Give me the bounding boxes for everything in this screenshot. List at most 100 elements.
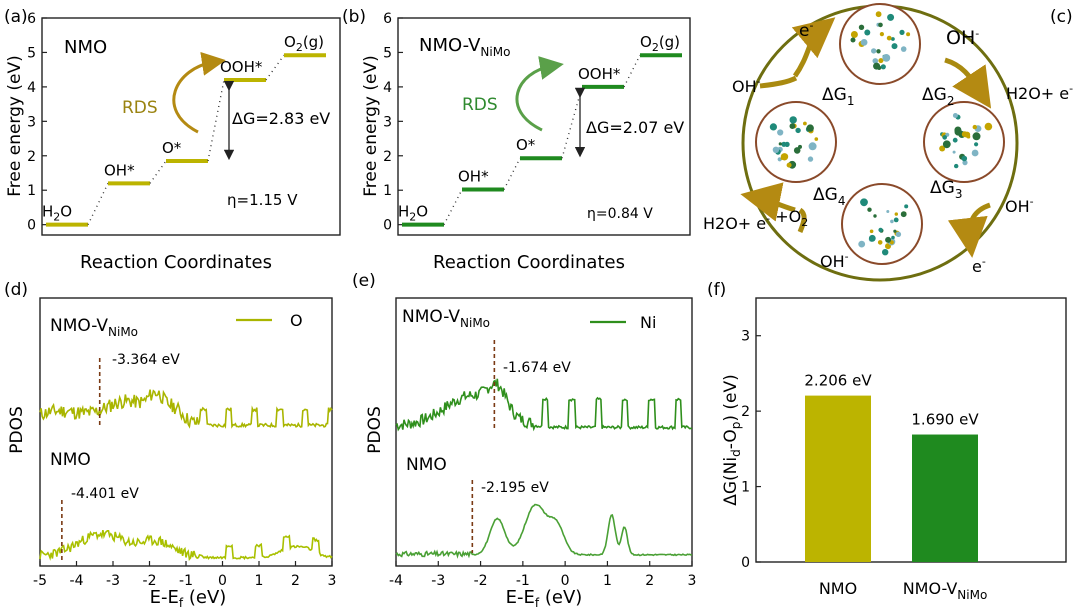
panel-b: (b) 0 1 2 3 4 5 6 Free energy (eV) Reaction Co…	[342, 7, 691, 273]
panel-e-center-2-label: -2.195 eV	[481, 480, 549, 496]
panel-b-rds: RDS	[462, 95, 498, 115]
a-ytick-label: 1	[27, 183, 36, 199]
f-ytick-label: 3	[741, 329, 750, 345]
scheme-atom	[882, 54, 891, 62]
b-level-label-4: OOH*	[578, 65, 621, 83]
scheme-atom	[904, 204, 909, 209]
scheme-arrow-bottom-left-in	[797, 207, 807, 233]
scheme-atom	[893, 229, 897, 233]
panel-d-legend: O	[290, 311, 303, 330]
panel-d-ylabel: PDOS	[7, 406, 27, 454]
a-connector	[265, 54, 285, 81]
panel-b-label: (b)	[342, 7, 366, 27]
scheme-atom	[954, 163, 959, 169]
a-ytick-label: 5	[27, 45, 36, 61]
e-xtick-label: 1	[603, 573, 612, 589]
d-xtick-label: -1	[179, 573, 193, 589]
a-ytick-label: 0	[27, 218, 36, 234]
panel-b-rds-arrow	[515, 56, 564, 132]
scheme-atom	[784, 141, 790, 147]
scheme-step-2: ΔG2	[922, 85, 954, 108]
panel-d-label: (d)	[4, 280, 28, 300]
d-xtick-label: 0	[218, 573, 227, 589]
scheme-atom	[878, 58, 884, 64]
scheme-arrow-bottom-left	[740, 182, 796, 222]
panel-e-legend: Ni	[640, 313, 656, 332]
scheme-atom	[882, 249, 889, 256]
a-level-label-3: O*	[162, 139, 182, 157]
panel-a-yticks: 0 1 2 3 4 5 6	[27, 11, 47, 234]
b-ytick-label: 2	[383, 149, 392, 165]
a-connector	[87, 183, 109, 225]
scheme-atom	[772, 146, 780, 153]
scheme-atom	[962, 160, 968, 166]
f-ytick-label: 2	[741, 404, 750, 420]
scheme-atom	[952, 137, 958, 143]
scheme-atom	[971, 149, 979, 157]
panel-e-curve-1	[395, 378, 693, 432]
scheme-arrow-top-left	[791, 17, 836, 78]
scheme-atom	[793, 147, 801, 154]
panel-e-xlabel: E-Ef (eV)	[506, 587, 583, 608]
panel-f-label: (f)	[707, 280, 726, 300]
scheme-atom	[868, 234, 876, 242]
scheme-atom	[795, 127, 801, 134]
panel-d-xlabel: E-Ef (eV)	[150, 587, 227, 608]
e-xtick-label: -4	[389, 573, 403, 589]
scheme-atom	[873, 214, 877, 218]
scheme-arrow-top-left-in	[759, 75, 798, 89]
panel-d-series-1-name: NMO-VNiMo	[50, 316, 138, 339]
panel-b-ylabel: Free energy (eV)	[361, 55, 381, 196]
scheme-node-4	[841, 183, 923, 265]
scheme-atom	[806, 124, 814, 132]
scheme-step-3: ΔG3	[930, 178, 962, 201]
panel-a-rds: RDS	[122, 98, 158, 118]
panel-d-center-2-label: -4.401 eV	[71, 486, 139, 502]
panel-b-yticks: 0 1 2 3 4 5 6	[383, 11, 403, 234]
scheme-atom	[899, 29, 905, 35]
b-level-label-1: H2O	[398, 203, 428, 224]
scheme-atom	[974, 142, 979, 147]
scheme-label-right-product: H2O+ e-	[1006, 82, 1073, 103]
scheme-atom	[872, 58, 879, 64]
e-xtick-label: 2	[645, 573, 654, 589]
panel-f: (f) 0 1 2 3 ΔG(Nid-Op) (eV) 2.206 eV 1.690 e…	[707, 280, 1067, 602]
scheme-atom	[886, 210, 890, 213]
scheme-atom	[894, 212, 898, 216]
b-ytick-label: 5	[383, 45, 392, 61]
e-xtick-label: 0	[561, 573, 570, 589]
scheme-node-3	[923, 101, 1005, 183]
scheme-atom	[895, 231, 902, 237]
scheme-atom	[803, 121, 807, 126]
scheme-atom	[887, 13, 895, 21]
scheme-atom	[893, 217, 899, 223]
scheme-atom	[900, 211, 907, 218]
panel-a-dg: ΔG=2.83 eV	[232, 109, 330, 128]
scheme-atom	[808, 142, 817, 151]
a-level-label-1: H2O	[42, 203, 72, 224]
d-xtick-label: -2	[143, 573, 157, 589]
panel-b-title: NMO-VNiMo	[419, 35, 510, 59]
panel-a-title: NMO	[64, 37, 107, 58]
panel-d-center-1-label: -3.364 eV	[112, 352, 180, 368]
b-ytick-label: 3	[383, 114, 392, 130]
scheme-atom	[871, 48, 877, 54]
scheme-atom	[864, 29, 871, 36]
scheme-atom	[869, 229, 874, 234]
b-ytick-label: 1	[383, 183, 392, 199]
panel-d-curve-1	[39, 389, 333, 429]
scheme-label-oh-left: OH-	[732, 75, 761, 96]
panel-a-levels: H2O OH* O* OOH* O2(g)	[42, 33, 326, 227]
a-ytick-label: 4	[27, 80, 36, 96]
panel-a-axes	[41, 17, 341, 236]
scheme-atom	[769, 123, 778, 131]
a-ytick-label: 2	[27, 149, 36, 165]
scheme-atom	[814, 137, 819, 141]
scheme-atom	[778, 142, 782, 146]
scheme-step-4: ΔG4	[813, 185, 845, 208]
scheme-atom	[789, 123, 796, 129]
panel-d-xticks: -5 -4 -3 -2 -1 0 1 2 3	[33, 561, 336, 589]
panel-f-bars: 2.206 eV 1.690 eV	[804, 372, 979, 562]
f-bar-label-1: 2.206 eV	[804, 372, 872, 390]
panel-d: (d) -5 -4 -3 -2 -1 0 1 2 3 PDOS E-Ef (eV) O NMO-…	[4, 280, 336, 608]
